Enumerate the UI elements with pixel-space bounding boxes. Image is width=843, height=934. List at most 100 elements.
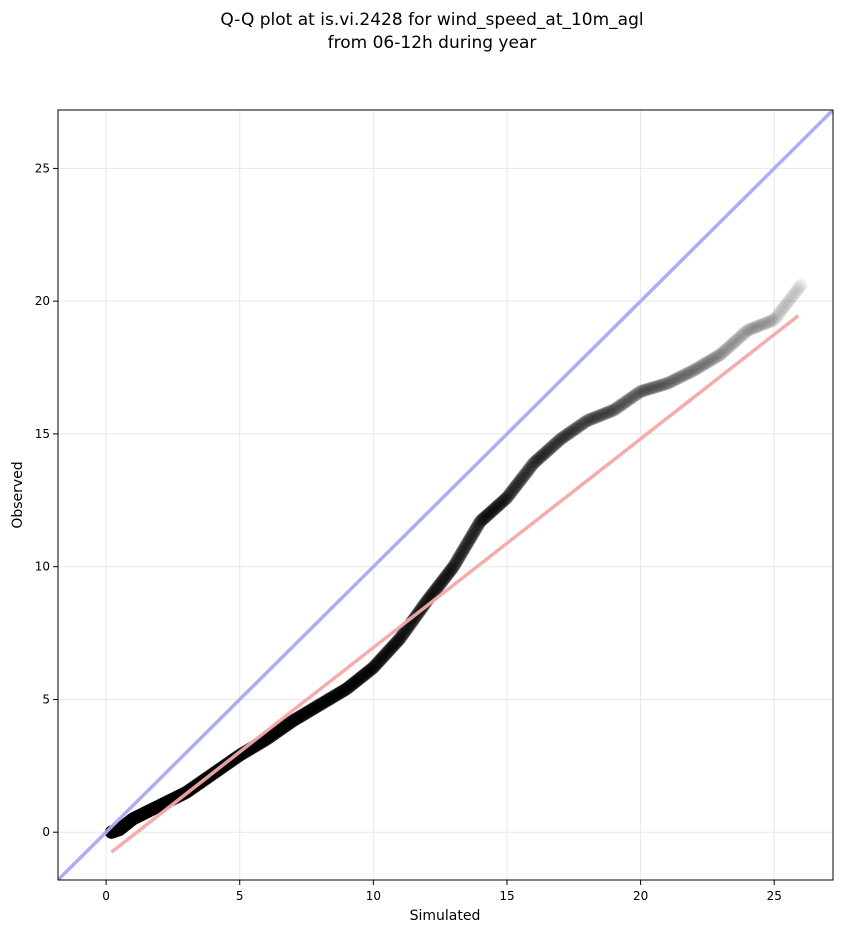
qq-point [503, 486, 517, 500]
qq-point [667, 373, 681, 387]
qq-point [111, 823, 125, 837]
qq-point [580, 414, 594, 428]
qq-point [153, 798, 167, 812]
qq-point [790, 283, 804, 297]
qq-point [270, 725, 284, 739]
qq-point [698, 357, 712, 371]
qq-point [363, 663, 377, 677]
qq-point [378, 647, 392, 661]
qq-point [324, 691, 338, 705]
qq-point [537, 447, 551, 461]
qq-point [173, 789, 187, 803]
qq-point [306, 702, 320, 716]
qq-point [755, 318, 769, 332]
qq-point [387, 638, 401, 652]
qq-point [714, 347, 728, 361]
qq-point [115, 821, 129, 835]
qq-point [534, 449, 548, 463]
qq-point [126, 812, 140, 826]
qq-point [499, 492, 513, 506]
qq-point [261, 731, 275, 745]
qq-point [128, 811, 142, 825]
fit-line [110, 314, 800, 854]
qq-point [475, 513, 489, 527]
qq-point [276, 721, 290, 735]
qq-point [612, 399, 626, 413]
qq-point [686, 364, 700, 378]
qq-point [611, 400, 625, 414]
grid [58, 110, 833, 880]
qq-point [562, 427, 576, 441]
qq-point [298, 707, 312, 721]
qq-point [264, 729, 278, 743]
qq-point [451, 551, 465, 565]
qq-point [655, 378, 669, 392]
qq-point [155, 797, 169, 811]
qq-point [596, 407, 610, 421]
qq-point [396, 628, 410, 642]
qq-point [124, 813, 138, 827]
qq-point [637, 384, 651, 398]
qq-point [122, 815, 136, 829]
qq-point [446, 560, 460, 574]
qq-point [719, 342, 733, 356]
qq-point [262, 731, 276, 745]
qq-point [287, 713, 301, 727]
qq-point [545, 440, 559, 454]
qq-point [138, 806, 152, 820]
qq-point [145, 802, 159, 816]
qq-point [129, 811, 143, 825]
y-tick-label: 0 [42, 825, 50, 839]
y-axis-ticks: 0 5 10 15 20 25 [35, 161, 58, 839]
qq-point [273, 723, 287, 737]
qq-point [486, 503, 500, 517]
qq-point [669, 372, 683, 386]
qq-point [696, 358, 710, 372]
qq-point [114, 821, 128, 835]
qq-point [146, 802, 160, 816]
qq-point [325, 690, 339, 704]
qq-point [509, 479, 523, 493]
qq-point [230, 750, 244, 764]
qq-point [132, 809, 146, 823]
qq-point [555, 431, 569, 445]
qq-point [518, 468, 532, 482]
qq-point [136, 807, 150, 821]
qq-point [291, 711, 305, 725]
qq-point [397, 626, 411, 640]
qq-point [139, 806, 153, 820]
qq-point [296, 708, 310, 722]
qq-point [594, 408, 608, 422]
qq-point [493, 497, 507, 511]
qq-point [118, 818, 132, 832]
qq-point [129, 810, 143, 824]
qq-point [112, 823, 126, 837]
qq-point [684, 365, 698, 379]
qq-point [438, 571, 452, 585]
qq-point [479, 509, 493, 523]
qq-point [364, 662, 378, 676]
qq-point [468, 524, 482, 538]
qq-point [365, 662, 379, 675]
qq-point [330, 688, 344, 702]
qq-point [431, 579, 445, 593]
qq-point [519, 466, 533, 480]
qq-point [635, 384, 649, 398]
qq-point [119, 818, 133, 832]
qq-point [123, 815, 137, 829]
qq-point [125, 813, 139, 827]
qq-point [266, 728, 280, 742]
qq-point [447, 558, 461, 572]
qq-point [710, 349, 724, 363]
qq-point [381, 645, 395, 659]
qq-point [173, 788, 187, 802]
qq-point [152, 799, 166, 813]
qq-point [138, 806, 152, 820]
qq-point [577, 416, 591, 430]
qq-point [366, 661, 380, 675]
qq-point [772, 307, 786, 321]
qq-point [536, 448, 550, 462]
qq-point [118, 818, 132, 832]
qq-point [305, 702, 319, 716]
qq-point [788, 285, 802, 299]
